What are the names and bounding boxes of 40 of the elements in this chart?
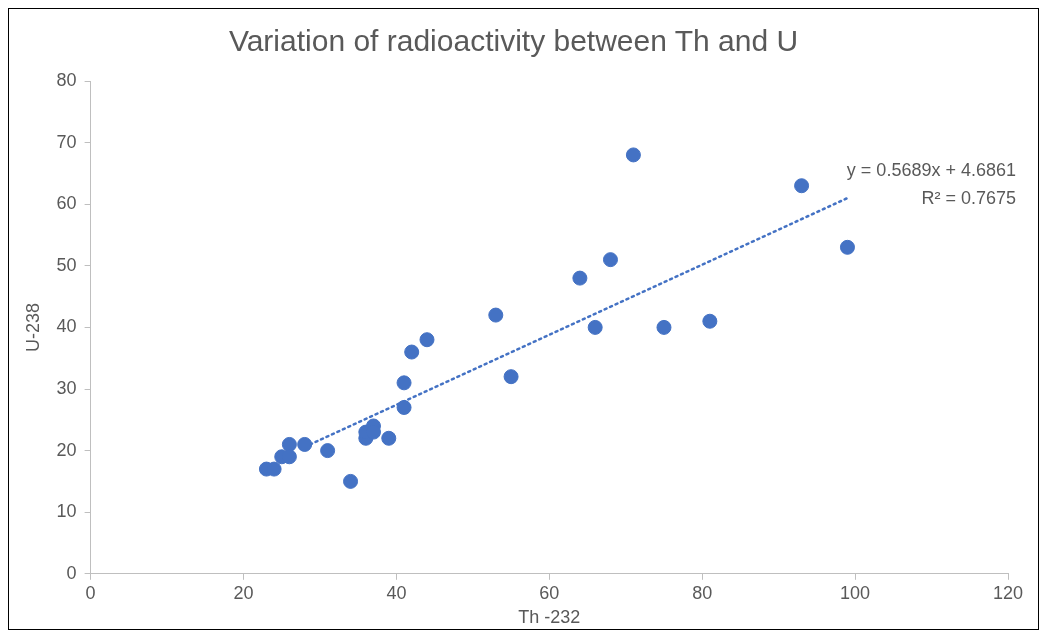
annotation: R² = 0.7675 — [921, 187, 1016, 208]
y-tick-label: 30 — [56, 377, 77, 398]
y-tick-label: 80 — [56, 69, 77, 90]
x-axis-title: Th -232 — [518, 607, 581, 628]
x-tick-label: 40 — [386, 582, 407, 603]
annotation: y = 0.5689x + 4.6861 — [846, 159, 1016, 180]
y-tick-label: 0 — [66, 562, 77, 583]
y-axis-title: U-238 — [22, 302, 43, 352]
point — [503, 369, 519, 385]
point — [587, 319, 603, 335]
point — [419, 332, 435, 348]
x-tick-label: 0 — [85, 582, 96, 603]
point — [320, 443, 336, 459]
point — [381, 430, 397, 446]
point — [794, 178, 810, 194]
y-tick-label: 40 — [56, 316, 77, 337]
x-tick-label: 20 — [233, 582, 254, 603]
x-tick-label: 100 — [840, 582, 871, 603]
x-tick-label: 120 — [992, 582, 1024, 603]
point — [396, 399, 412, 415]
point — [602, 252, 618, 268]
point — [297, 436, 313, 452]
point — [488, 307, 504, 323]
y-tick-label: 10 — [56, 501, 77, 522]
point — [396, 375, 412, 391]
point — [343, 473, 359, 489]
y-tick-label: 20 — [56, 439, 77, 460]
x-tick-label: 60 — [539, 582, 560, 603]
x-tick-label: 80 — [692, 582, 713, 603]
point — [572, 270, 588, 286]
chart-title: Variation of radioactivity between Th and U — [228, 24, 799, 58]
point — [281, 436, 297, 452]
point — [839, 239, 855, 255]
y-tick-label: 50 — [56, 254, 77, 275]
point — [656, 319, 672, 335]
y-tick-label: 70 — [56, 131, 77, 152]
point — [625, 147, 641, 163]
y-tick-label: 60 — [56, 193, 77, 214]
point — [404, 344, 420, 360]
point — [702, 313, 718, 329]
